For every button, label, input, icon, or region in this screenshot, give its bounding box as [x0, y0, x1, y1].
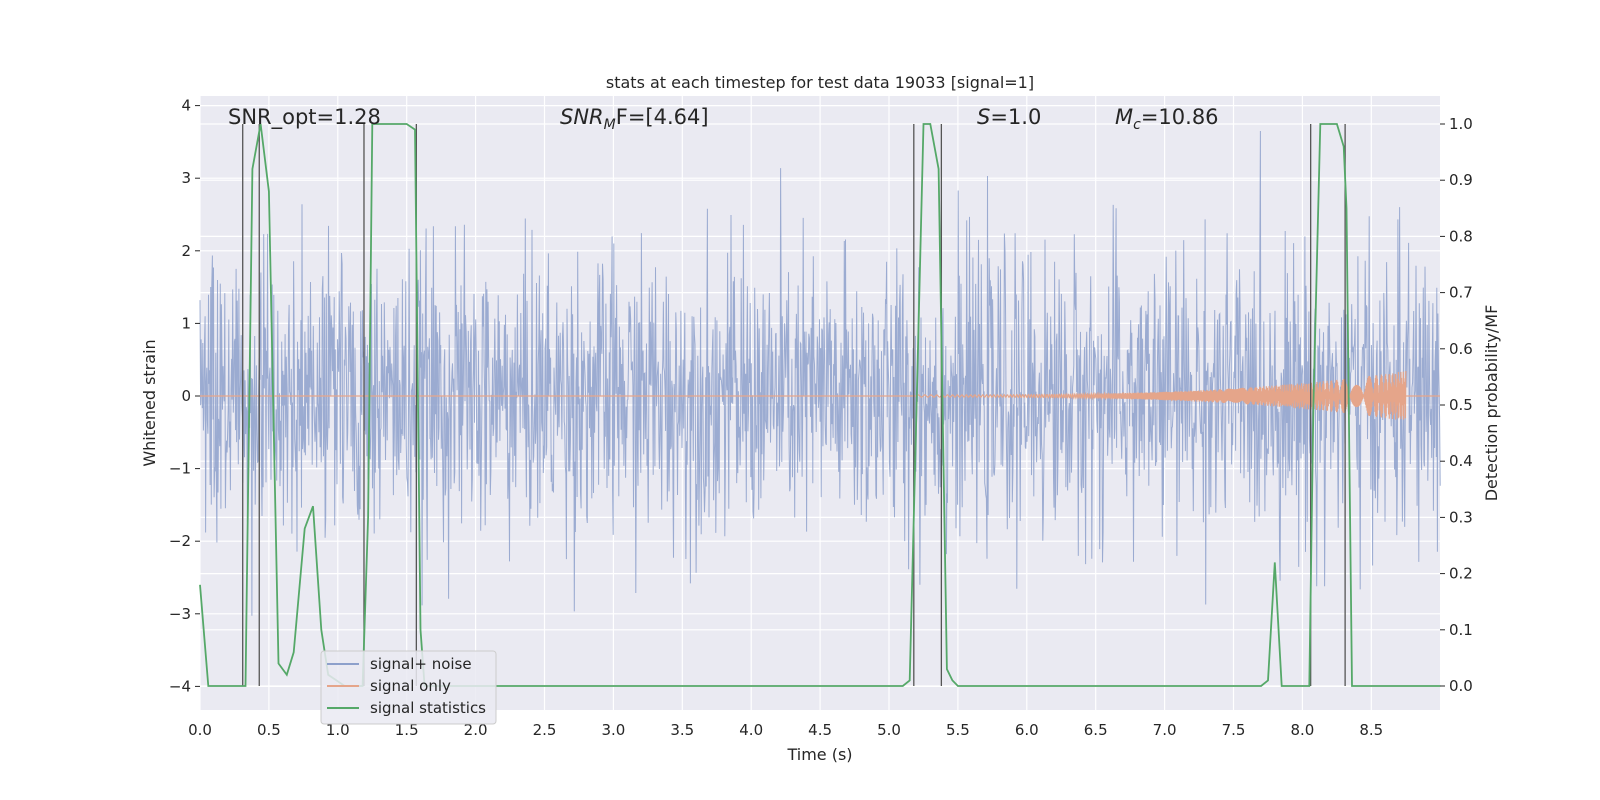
x-tick-label: 2.0 — [464, 721, 488, 739]
x-tick-label: 5.0 — [877, 721, 901, 739]
y-tick-label-right: 0.7 — [1449, 284, 1473, 302]
signal-only-series — [200, 370, 1440, 420]
y-tick-label-left: −2 — [169, 532, 191, 550]
y-tick-label-right: 0.5 — [1449, 396, 1473, 414]
y-axis-right-ticks: 0.0 0.1 0.2 0.3 0.4 0.5 0.6 0.7 0.8 0.9 1.0 — [1440, 115, 1473, 695]
y-tick-label-right: 0.8 — [1449, 227, 1473, 245]
y-tick-label-left: 4 — [181, 97, 191, 115]
y-axis-left-ticks: −4 −3 −2 −1 0 1 2 3 4 — [169, 97, 200, 695]
x-tick-label: 3.0 — [601, 721, 625, 739]
y-tick-label-right: 0.2 — [1449, 565, 1473, 583]
y-axis-left-label: Whitened strain — [140, 339, 159, 466]
y-axis-right-label: Detection probability/MF — [1482, 305, 1501, 502]
y-tick-label-right: 0.3 — [1449, 508, 1473, 526]
x-tick-label: 1.0 — [326, 721, 350, 739]
y-tick-label-right: 0.9 — [1449, 171, 1473, 189]
legend-box — [320, 650, 497, 725]
x-tick-label: 1.5 — [395, 721, 419, 739]
x-tick-label: 7.5 — [1222, 721, 1246, 739]
y-tick-label-left: 3 — [181, 169, 191, 187]
legend-label-signal-statistics: signal statistics — [370, 699, 486, 717]
y-tick-label-left: 1 — [181, 314, 191, 332]
x-tick-label: 0.0 — [188, 721, 212, 739]
x-tick-label: 5.5 — [946, 721, 970, 739]
y-tick-label-right: 1.0 — [1449, 115, 1473, 133]
legend-label-signal-noise: signal+ noise — [370, 655, 472, 673]
x-axis-label: Time (s) — [786, 745, 852, 764]
y-tick-label-right: 0.4 — [1449, 452, 1473, 470]
annotation-snr-mf: SNRMF=[4.64] — [560, 105, 709, 133]
y-tick-label-left: −4 — [169, 677, 191, 695]
series-line-signal-only — [916, 370, 1407, 420]
legend-label-signal-only: signal only — [370, 677, 451, 695]
x-tick-label: 4.0 — [739, 721, 763, 739]
y-tick-label-right: 0.1 — [1449, 621, 1473, 639]
x-axis-ticks: 0.0 0.5 1.0 1.5 2.0 2.5 3.0 3.5 4.0 4.5 5.0 5.5 6.0 6… — [188, 721, 1383, 739]
x-tick-label: 7.0 — [1153, 721, 1177, 739]
annotation-snr-opt: SNR_opt=1.28 — [228, 105, 381, 130]
y-tick-label-left: 2 — [181, 242, 191, 260]
y-tick-label-right: 0.0 — [1449, 677, 1473, 695]
x-tick-label: 8.5 — [1359, 721, 1383, 739]
y-tick-label-left: 0 — [181, 387, 191, 405]
legend: signal+ noise signal only signal statist… — [320, 650, 497, 725]
vertical-markers — [242, 124, 1346, 686]
y-tick-label-left: −1 — [169, 460, 191, 478]
x-tick-label: 4.5 — [808, 721, 832, 739]
annotation-mc: Mc=10.86 — [1115, 105, 1219, 133]
x-tick-label: 2.5 — [533, 721, 557, 739]
x-tick-label: 0.5 — [257, 721, 281, 739]
x-tick-label: 3.5 — [670, 721, 694, 739]
x-tick-label: 6.0 — [1015, 721, 1039, 739]
y-tick-label-right: 0.6 — [1449, 340, 1473, 358]
annotation-s: S=1.0 — [977, 105, 1041, 129]
x-tick-label: 6.5 — [1084, 721, 1108, 739]
chart-title: stats at each timestep for test data 190… — [606, 73, 1034, 92]
x-tick-label: 8.0 — [1290, 721, 1314, 739]
y-tick-label-left: −3 — [169, 605, 191, 623]
